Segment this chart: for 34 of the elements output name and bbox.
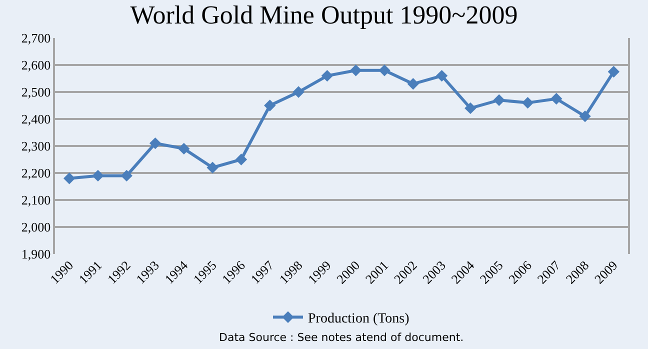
y-tick-label: 2,300 bbox=[21, 138, 51, 154]
point bbox=[178, 142, 190, 155]
point bbox=[436, 70, 448, 82]
y-tick-label: 2,600 bbox=[21, 58, 51, 73]
y-tick-label: 2,200 bbox=[21, 166, 51, 181]
point bbox=[292, 86, 304, 98]
y-tick-label: 2,100 bbox=[21, 192, 51, 208]
point bbox=[378, 64, 390, 76]
point bbox=[522, 96, 534, 109]
point bbox=[206, 162, 218, 174]
y-tick-label: 1,900 bbox=[21, 246, 51, 262]
point bbox=[608, 66, 620, 78]
y-tick-label: 2,700 bbox=[21, 30, 51, 46]
y-tick-label: 2,500 bbox=[21, 84, 51, 100]
x-tick-label: 2001 bbox=[362, 258, 392, 287]
point bbox=[92, 170, 104, 182]
point bbox=[149, 137, 162, 150]
point bbox=[550, 92, 562, 105]
point bbox=[264, 100, 276, 112]
point bbox=[350, 64, 362, 76]
point bbox=[579, 110, 591, 122]
y-tick-label: 2,000 bbox=[21, 220, 51, 235]
point bbox=[493, 94, 505, 106]
point bbox=[407, 78, 419, 90]
point bbox=[235, 154, 248, 166]
source-note: Data Source : See notes atend of document. bbox=[219, 331, 464, 344]
point bbox=[120, 170, 132, 182]
x-tick-label: 1991 bbox=[76, 258, 105, 287]
point bbox=[321, 70, 334, 82]
point bbox=[63, 172, 76, 184]
point bbox=[464, 102, 476, 114]
legend-label: Production (Tons) bbox=[308, 312, 410, 327]
chart-title: World Gold Mine Output 1990~2009 bbox=[130, 0, 518, 30]
y-tick-label: 2,400 bbox=[21, 112, 51, 127]
